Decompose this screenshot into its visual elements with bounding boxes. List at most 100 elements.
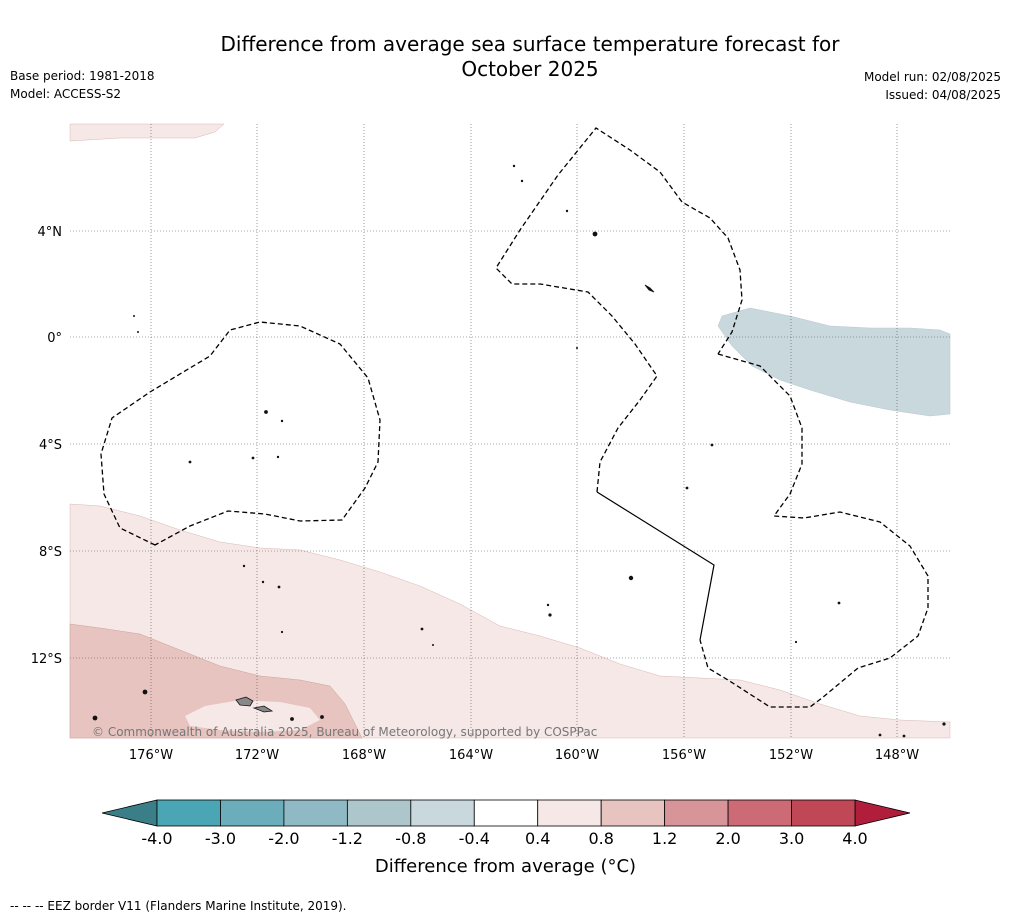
lat-label-0: 0°: [47, 331, 62, 346]
lon-label-164w: 164°W: [449, 748, 493, 763]
island-af: [902, 734, 906, 738]
latitude-labels: 4°N 0° 4°S 8°S 12°S: [31, 225, 62, 667]
island-r: [565, 209, 569, 213]
lat-label-4n: 4°N: [38, 225, 63, 240]
island-o: [136, 330, 139, 333]
base-period: Base period: 1981-2018: [10, 69, 155, 83]
island-z: [548, 613, 552, 617]
colorbar-tick-label: -1.2: [332, 829, 363, 848]
island-y: [546, 603, 550, 607]
island-c: [188, 460, 192, 464]
island-v: [710, 443, 714, 447]
colorbar-title: Difference from average (°C): [374, 856, 637, 877]
title-line-2: October 2025: [461, 57, 599, 81]
gridlines: [70, 124, 950, 738]
colorbar-segment: [537, 799, 602, 827]
lon-label-152w: 152°W: [769, 748, 813, 763]
eez-border-solid-segment: [596, 491, 715, 641]
colorbar-over-arrow: [854, 799, 911, 827]
eez-border-east: [699, 353, 929, 708]
island-d: [251, 456, 255, 460]
island-n: [132, 314, 135, 317]
island-q: [520, 179, 524, 183]
island-i: [280, 630, 284, 634]
eez-border-central-north: [495, 127, 743, 493]
colorbar-tick-label: -3.0: [205, 829, 236, 848]
island-u: [576, 346, 579, 349]
colorbar-under-arrow: [101, 799, 158, 827]
island-k: [92, 715, 98, 721]
colorbar-segment: [220, 799, 285, 827]
colorbar-segment: [727, 799, 792, 827]
island-b: [280, 419, 284, 423]
island-upolu: [252, 705, 274, 713]
colorbar-segment: [346, 799, 412, 827]
colorbar-tick-label: -4.0: [141, 829, 172, 848]
lon-label-172w: 172°W: [235, 748, 279, 763]
island-ae: [878, 733, 882, 737]
colorbar-segment: [283, 799, 348, 827]
anomaly-region-cool: [717, 307, 951, 417]
island-e: [276, 455, 280, 459]
island-ab: [431, 644, 434, 647]
lat-label-8s: 8°S: [39, 545, 62, 560]
eez-border-west: [100, 321, 381, 546]
colorbar-segment: [410, 799, 475, 827]
lon-label-176w: 176°W: [129, 748, 173, 763]
island-p: [512, 164, 516, 168]
lat-label-4s: 4°S: [39, 438, 62, 453]
lon-label-148w: 148°W: [875, 748, 919, 763]
issued-date: Issued: 04/08/2025: [885, 88, 1001, 102]
island-f: [242, 564, 246, 568]
island-x: [628, 575, 634, 581]
model-run: Model run: 02/08/2025: [863, 70, 1001, 84]
island-h: [277, 585, 281, 589]
island-m: [320, 715, 324, 719]
map-panel: © Commonwealth of Australia 2025, Bureau…: [69, 123, 951, 739]
colorbar-tick-label: 2.0: [715, 829, 740, 848]
map-title: Difference from average sea surface temp…: [180, 32, 880, 82]
colorbar-segment: [600, 799, 666, 827]
colorbar-segment: [156, 799, 221, 827]
meta-left: Base period: 1981-2018 Model: ACCESS-S2: [10, 67, 155, 103]
colorbar-segment: [791, 799, 856, 827]
eez-borders: [100, 127, 929, 708]
colorbar-tick-label: -2.0: [268, 829, 299, 848]
colorbar-tick-label: -0.4: [459, 829, 490, 848]
colorbar-tick-label: 1.2: [652, 829, 677, 848]
longitude-labels: 176°W 172°W 168°W 164°W 160°W 156°W 152°…: [129, 748, 919, 763]
meta-right: Model run: 02/08/2025 Issued: 04/08/2025: [864, 68, 1001, 104]
island-ad: [794, 640, 798, 644]
lat-label-12s: 12°S: [31, 652, 62, 667]
island-l: [290, 717, 294, 721]
island-aa: [420, 627, 424, 631]
island-w: [685, 486, 689, 490]
island-ac: [837, 601, 841, 605]
island-j: [142, 689, 148, 695]
colorbar-segment: [473, 799, 539, 827]
model-name: Model: ACCESS-S2: [10, 87, 122, 101]
island-ag: [942, 722, 946, 726]
title-line-1: Difference from average sea surface temp…: [220, 32, 840, 56]
colorbar: -4.0 -3.0 -2.0 -1.2 -0.8 -0.4 0.4 0.8 1.2 2.0 3.0 4…: [101, 799, 911, 848]
colorbar-segment: [664, 799, 729, 827]
islands: [92, 164, 946, 738]
colorbar-tick-label: -0.8: [395, 829, 426, 848]
lon-label-168w: 168°W: [342, 748, 386, 763]
island-a: [264, 410, 268, 414]
colorbar-tick-label: 0.4: [525, 829, 550, 848]
island-s: [592, 231, 598, 237]
anomaly-region-neutral-pocket: [185, 700, 320, 732]
island-t: [644, 284, 655, 293]
copyright-notice: © Commonwealth of Australia 2025, Bureau…: [92, 725, 597, 739]
anomaly-region-light-warm-north: [69, 123, 225, 142]
footnote-eez: -- -- -- EEZ border V11 (Flanders Marine…: [10, 899, 347, 913]
island-g: [261, 580, 265, 584]
lon-label-160w: 160°W: [555, 748, 599, 763]
lon-label-156w: 156°W: [662, 748, 706, 763]
colorbar-tick-label: 0.8: [588, 829, 613, 848]
island-savaii: [235, 696, 254, 707]
colorbar-tick-label: 3.0: [779, 829, 804, 848]
colorbar-tick-label: 4.0: [842, 829, 867, 848]
